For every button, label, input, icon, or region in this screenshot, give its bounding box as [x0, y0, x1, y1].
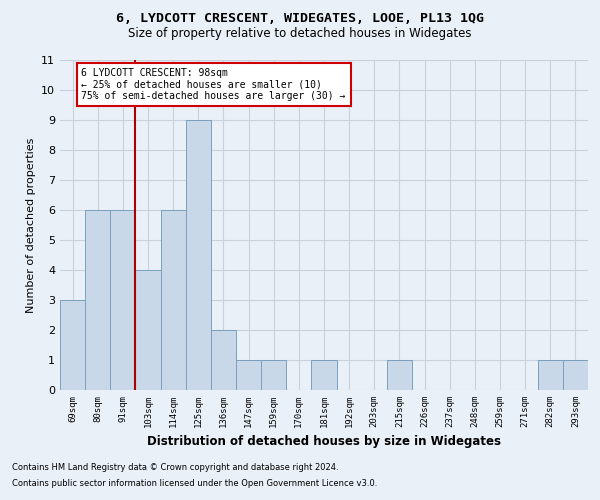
Text: Size of property relative to detached houses in Widegates: Size of property relative to detached ho…: [128, 28, 472, 40]
Bar: [563, 360, 588, 390]
Bar: [136, 270, 161, 390]
Bar: [211, 330, 236, 390]
Bar: [311, 360, 337, 390]
Text: Contains public sector information licensed under the Open Government Licence v3: Contains public sector information licen…: [12, 478, 377, 488]
Bar: [60, 300, 85, 390]
Y-axis label: Number of detached properties: Number of detached properties: [26, 138, 35, 312]
Text: 6 LYDCOTT CRESCENT: 98sqm
← 25% of detached houses are smaller (10)
75% of semi-: 6 LYDCOTT CRESCENT: 98sqm ← 25% of detac…: [82, 68, 346, 100]
Bar: [538, 360, 563, 390]
Text: 6, LYDCOTT CRESCENT, WIDEGATES, LOOE, PL13 1QG: 6, LYDCOTT CRESCENT, WIDEGATES, LOOE, PL…: [116, 12, 484, 26]
Bar: [387, 360, 412, 390]
Bar: [110, 210, 136, 390]
Bar: [236, 360, 261, 390]
Bar: [161, 210, 186, 390]
Bar: [186, 120, 211, 390]
Text: Contains HM Land Registry data © Crown copyright and database right 2024.: Contains HM Land Registry data © Crown c…: [12, 464, 338, 472]
Bar: [261, 360, 286, 390]
X-axis label: Distribution of detached houses by size in Widegates: Distribution of detached houses by size …: [147, 436, 501, 448]
Bar: [85, 210, 110, 390]
